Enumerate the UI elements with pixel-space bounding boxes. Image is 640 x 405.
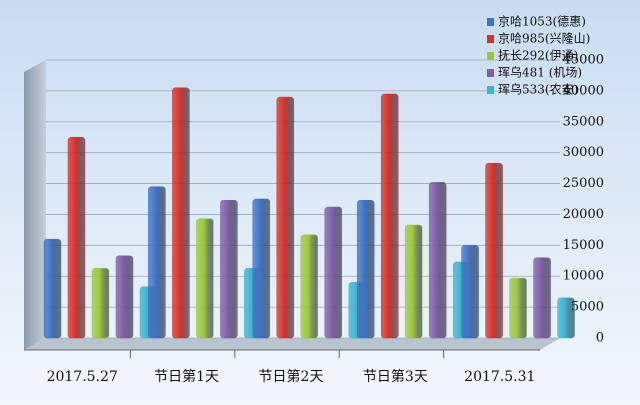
- y-tick-label: 0: [596, 331, 604, 346]
- y-tick-label: 15000: [563, 238, 604, 253]
- x-tick-label: 2017.5.27: [47, 369, 118, 385]
- legend-label: 珲乌533(农安): [498, 82, 578, 97]
- bar: [356, 199, 375, 339]
- bar: [404, 224, 423, 339]
- bar: [115, 255, 134, 339]
- bar: [196, 218, 214, 339]
- bar: [461, 245, 479, 339]
- legend-swatch: [487, 18, 494, 26]
- y-tick-label: 45000: [563, 53, 604, 68]
- bar: [428, 182, 447, 339]
- bar: [276, 96, 295, 339]
- bar: [324, 206, 343, 339]
- bar: [148, 186, 166, 339]
- bar: [220, 199, 238, 339]
- legend-label: 珲乌481 (机场): [498, 65, 582, 80]
- legend-label: 京哈985(兴隆山): [498, 31, 590, 46]
- x-tick-label: 2017.5.31: [464, 369, 535, 385]
- y-tick-label: 30000: [563, 145, 604, 160]
- bar: [67, 136, 86, 339]
- bar: [252, 198, 271, 339]
- y-tick-label: 25000: [563, 176, 604, 191]
- bar: [43, 238, 62, 339]
- legend-swatch: [487, 69, 494, 77]
- legend-swatch: [487, 52, 494, 60]
- y-tick-label: 5000: [571, 300, 604, 315]
- bar: [557, 297, 575, 339]
- y-tick-label: 20000: [563, 207, 604, 222]
- legend-label: 京哈1053(德惠): [498, 14, 586, 29]
- legend-swatch: [487, 35, 494, 43]
- bar: [485, 162, 503, 339]
- side-wall: [24, 60, 46, 350]
- floor: [24, 338, 560, 350]
- bar: [533, 257, 551, 339]
- x-tick-label: 节日第2天: [259, 368, 324, 385]
- y-tick-label: 35000: [563, 114, 604, 129]
- x-tick-label: 节日第3天: [363, 368, 428, 385]
- bar: [172, 87, 190, 339]
- y-tick-label: 40000: [563, 83, 604, 98]
- bar: [91, 267, 110, 339]
- legend-label: 抚长292(伊通): [498, 49, 578, 63]
- bar: [300, 234, 319, 339]
- bar: [509, 277, 527, 339]
- x-tick-label: 节日第1天: [154, 368, 219, 385]
- y-tick-label: 10000: [563, 269, 604, 284]
- bar: [380, 93, 399, 339]
- legend-swatch: [487, 86, 494, 94]
